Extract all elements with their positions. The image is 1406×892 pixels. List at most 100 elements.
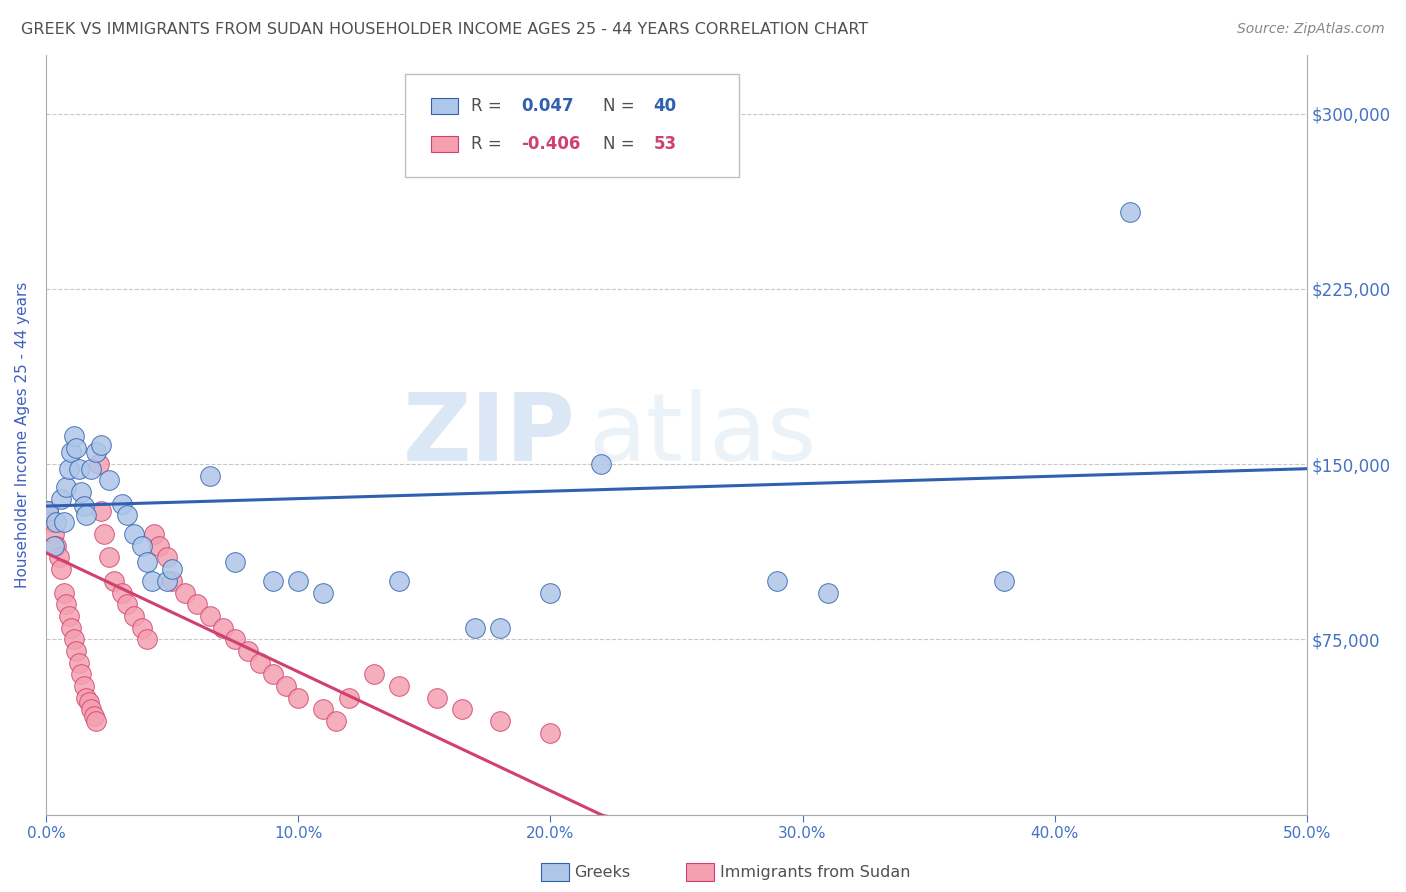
Text: Greeks: Greeks bbox=[574, 865, 630, 880]
Point bbox=[58, 608, 80, 623]
Bar bbox=[430, 97, 458, 114]
Point bbox=[62, 632, 84, 647]
Point bbox=[312, 585, 335, 599]
Point bbox=[62, 429, 84, 443]
Point bbox=[131, 539, 153, 553]
Point bbox=[42, 527, 65, 541]
Point bbox=[37, 504, 59, 518]
Point bbox=[589, 457, 612, 471]
Point bbox=[766, 574, 789, 588]
Text: N =: N = bbox=[603, 97, 636, 115]
Text: -0.406: -0.406 bbox=[522, 135, 581, 153]
Point bbox=[426, 690, 449, 705]
Text: GREEK VS IMMIGRANTS FROM SUDAN HOUSEHOLDER INCOME AGES 25 - 44 YEARS CORRELATION: GREEK VS IMMIGRANTS FROM SUDAN HOUSEHOLD… bbox=[21, 22, 869, 37]
Point bbox=[65, 441, 87, 455]
Point bbox=[90, 504, 112, 518]
Point bbox=[236, 644, 259, 658]
Point bbox=[817, 585, 839, 599]
Point bbox=[489, 714, 512, 728]
Point bbox=[262, 667, 284, 681]
Point bbox=[90, 438, 112, 452]
Point bbox=[115, 508, 138, 523]
Text: N =: N = bbox=[603, 135, 636, 153]
Point bbox=[80, 702, 103, 716]
Point bbox=[98, 550, 121, 565]
Point bbox=[67, 461, 90, 475]
Point bbox=[274, 679, 297, 693]
Point bbox=[143, 527, 166, 541]
Point bbox=[111, 497, 134, 511]
Point bbox=[312, 702, 335, 716]
Point bbox=[93, 527, 115, 541]
Point bbox=[45, 539, 67, 553]
Point bbox=[115, 597, 138, 611]
Point bbox=[388, 574, 411, 588]
Point bbox=[73, 499, 96, 513]
Point bbox=[45, 516, 67, 530]
Point bbox=[49, 492, 72, 507]
Point bbox=[48, 550, 70, 565]
Point bbox=[464, 621, 486, 635]
Point bbox=[39, 516, 62, 530]
Point bbox=[249, 656, 271, 670]
Point bbox=[60, 621, 83, 635]
Point bbox=[325, 714, 347, 728]
Point bbox=[156, 550, 179, 565]
Point bbox=[224, 632, 246, 647]
Point bbox=[262, 574, 284, 588]
Text: ZIP: ZIP bbox=[402, 389, 575, 481]
Point bbox=[224, 555, 246, 569]
Point bbox=[287, 690, 309, 705]
Point bbox=[160, 562, 183, 576]
Point bbox=[58, 461, 80, 475]
Point bbox=[103, 574, 125, 588]
Text: atlas: atlas bbox=[588, 389, 817, 481]
Bar bbox=[430, 136, 458, 153]
Text: Immigrants from Sudan: Immigrants from Sudan bbox=[720, 865, 910, 880]
Y-axis label: Householder Income Ages 25 - 44 years: Householder Income Ages 25 - 44 years bbox=[15, 282, 30, 588]
Point bbox=[83, 709, 105, 723]
Point bbox=[52, 585, 75, 599]
Point bbox=[55, 480, 77, 494]
Point bbox=[67, 656, 90, 670]
Point bbox=[111, 585, 134, 599]
Point bbox=[337, 690, 360, 705]
Text: Source: ZipAtlas.com: Source: ZipAtlas.com bbox=[1237, 22, 1385, 37]
Point bbox=[993, 574, 1015, 588]
Point bbox=[86, 445, 108, 459]
Point bbox=[98, 474, 121, 488]
Point bbox=[70, 485, 93, 500]
Point bbox=[87, 457, 110, 471]
Point bbox=[363, 667, 385, 681]
Point bbox=[122, 527, 145, 541]
Point bbox=[122, 608, 145, 623]
FancyBboxPatch shape bbox=[405, 74, 740, 177]
Point bbox=[160, 574, 183, 588]
Point bbox=[52, 516, 75, 530]
Point bbox=[75, 690, 97, 705]
Point bbox=[86, 714, 108, 728]
Point bbox=[287, 574, 309, 588]
Text: 53: 53 bbox=[654, 135, 676, 153]
Point bbox=[55, 597, 77, 611]
Point bbox=[156, 574, 179, 588]
Point bbox=[388, 679, 411, 693]
Point bbox=[141, 574, 163, 588]
Point bbox=[186, 597, 208, 611]
Point bbox=[65, 644, 87, 658]
Point bbox=[135, 555, 157, 569]
Point bbox=[42, 539, 65, 553]
Point bbox=[73, 679, 96, 693]
Point bbox=[135, 632, 157, 647]
Point bbox=[538, 585, 561, 599]
Point bbox=[489, 621, 512, 635]
Point bbox=[80, 461, 103, 475]
Point bbox=[198, 468, 221, 483]
Point bbox=[49, 562, 72, 576]
Point bbox=[75, 508, 97, 523]
Point bbox=[60, 445, 83, 459]
Point bbox=[37, 504, 59, 518]
Text: 40: 40 bbox=[654, 97, 676, 115]
Text: 0.047: 0.047 bbox=[522, 97, 574, 115]
Point bbox=[538, 725, 561, 739]
